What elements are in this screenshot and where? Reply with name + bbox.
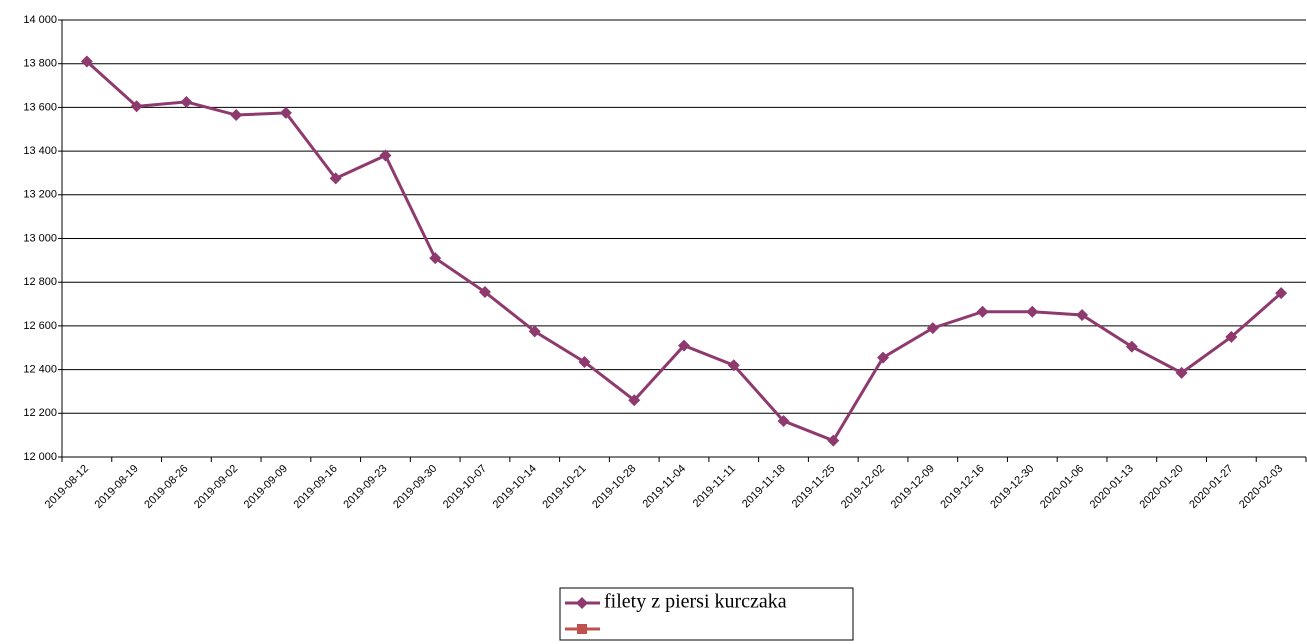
y-tick-label: 13 400 [23,145,57,157]
x-tick-label: 2019-10-21 [540,463,588,511]
x-tick-label: 2019-08-19 [93,463,141,511]
legend-label: filety z piersi kurczaka [604,591,787,613]
y-tick-label: 13 200 [23,189,57,201]
y-tick-label: 12 800 [23,276,57,288]
x-tick-label: 2019-11-11 [691,463,738,510]
x-tick-label: 2019-08-12 [43,463,91,511]
series-line [85,60,1283,443]
x-tick-label: 2019-12-30 [988,463,1036,511]
point-marker [727,359,740,372]
point-marker [379,149,392,162]
point-marker [678,339,690,352]
point-marker [628,394,641,407]
y-tick-label: 12 400 [23,364,57,376]
y-tick-label: 12 000 [23,451,57,463]
x-tick-label: 2019-11-18 [740,463,788,511]
x-tick-label: 2019-12-16 [938,463,986,511]
point-marker [1175,366,1188,379]
x-tick-label: 2020-02-03 [1237,463,1285,511]
point-marker [1225,330,1238,343]
legend-box [559,587,854,641]
point-marker [777,414,790,427]
legend-marker [576,597,588,609]
x-tick-label: 2019-09-02 [192,463,240,511]
point-marker [1275,287,1288,300]
x-tick-label: 2019-12-09 [889,463,937,511]
y-tick-label: 12 600 [23,320,57,332]
legend-marker [577,624,587,634]
x-tick-label: 2019-08-26 [142,463,190,511]
y-tick-label: 14 000 [23,14,57,26]
x-tick-label: 2020-01-13 [1088,463,1136,511]
y-tick-label: 13 800 [23,58,57,70]
x-tick-label: 2020-01-27 [1187,463,1235,511]
point-marker [827,434,840,447]
point-marker [528,325,541,338]
point-marker [926,322,939,335]
x-tick-label: 2019-10-14 [491,463,539,511]
x-tick-label: 2019-12-02 [839,463,887,511]
x-tick-label: 2019-09-23 [341,463,389,511]
x-tick-label: 2019-09-09 [242,463,290,511]
x-tick-label: 2020-01-20 [1137,463,1185,511]
x-tick-label: 2019-11-04 [640,463,688,511]
x-tick-label: 2019-11-25 [790,463,838,511]
point-marker [1026,305,1039,318]
point-marker [877,351,890,364]
point-marker [329,172,342,185]
y-tick-label: 13 000 [23,232,57,244]
point-marker [80,55,93,68]
y-tick-label: 12 200 [23,407,57,419]
point-marker [1076,308,1089,321]
point-marker [1125,340,1138,353]
x-tick-label: 2019-09-30 [391,463,439,511]
x-tick-label: 2019-10-28 [590,463,638,511]
point-marker [230,109,243,122]
x-tick-label: 2019-10-07 [441,463,489,511]
y-tick-label: 13 600 [23,101,57,113]
point-marker [180,95,193,108]
point-marker [279,106,292,119]
x-tick-label: 2020-01-06 [1038,463,1086,511]
point-marker [976,305,989,318]
x-tick-label: 2019-09-16 [292,463,340,511]
point-marker [130,100,143,113]
point-marker [429,252,442,265]
point-marker [478,286,491,299]
point-marker [578,355,591,368]
